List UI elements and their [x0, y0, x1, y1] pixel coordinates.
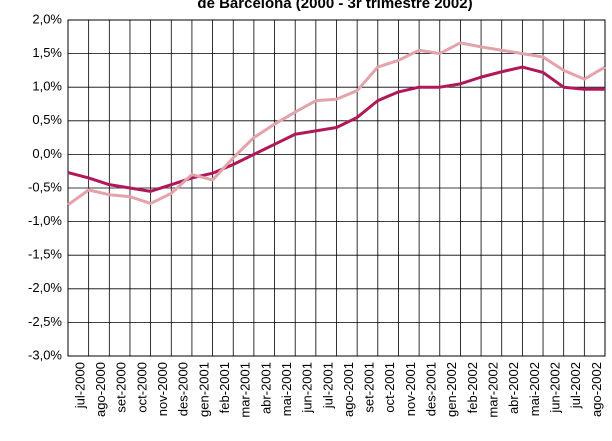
y-tick-label: -0,5%: [28, 179, 62, 194]
x-tick-label: jul-2000: [72, 362, 87, 409]
x-tick-label: abr-2001: [258, 362, 273, 414]
x-tick-label: set-2001: [362, 362, 377, 413]
x-tick-label: gen-2002: [444, 362, 459, 417]
chart-title: de Barcelona (2000 - 3r trimestre 2002): [197, 0, 472, 12]
x-tick-label: oct-2001: [382, 362, 397, 413]
x-tick-label: mai-2001: [279, 362, 294, 416]
x-tick-label: ago-2001: [341, 362, 356, 417]
y-tick-label: -2,0%: [28, 280, 62, 295]
y-tick-label: -1,5%: [28, 247, 62, 262]
y-tick-label: 1,0%: [32, 79, 62, 94]
y-tick-label: 0,5%: [32, 112, 62, 127]
x-tick-label: oct-2000: [134, 362, 149, 413]
x-tick-label: mar-2002: [486, 362, 501, 418]
x-tick-label: jul-2001: [320, 362, 335, 409]
x-tick-label: feb-2002: [465, 362, 480, 413]
plot-frame: [67, 19, 606, 357]
x-tick-label: des-2000: [176, 362, 191, 416]
x-tick-label: ago-2002: [589, 362, 604, 417]
y-tick-label: 2,0%: [32, 11, 62, 26]
x-tick-label: gen-2001: [196, 362, 211, 417]
x-tick-label: set-2002: [609, 362, 612, 413]
x-tick-label: feb-2001: [217, 362, 232, 413]
x-tick-label: nov-2001: [403, 362, 418, 416]
x-tick-label: ago-2000: [93, 362, 108, 417]
y-tick-label: 0,0%: [32, 146, 62, 161]
y-tick-label: -1,0%: [28, 213, 62, 228]
y-tick-label: -2,5%: [28, 314, 62, 329]
x-tick-label: abr-2002: [506, 362, 521, 414]
series-line: [67, 41, 606, 207]
x-tick-label: jun-2001: [300, 362, 315, 414]
y-tick-label: 1,5%: [32, 45, 62, 60]
y-tick-label: -3,0%: [28, 347, 62, 362]
x-tick-label: jul-2002: [568, 362, 583, 409]
x-tick-label: des-2001: [424, 362, 439, 416]
x-tick-label: mar-2001: [238, 362, 253, 418]
x-tick-label: mai-2002: [527, 362, 542, 416]
series-line: [67, 65, 605, 193]
x-tick-label: jun-2002: [547, 362, 562, 414]
x-tick-label: nov-2000: [155, 362, 170, 416]
x-tick-label: set-2000: [114, 362, 129, 413]
